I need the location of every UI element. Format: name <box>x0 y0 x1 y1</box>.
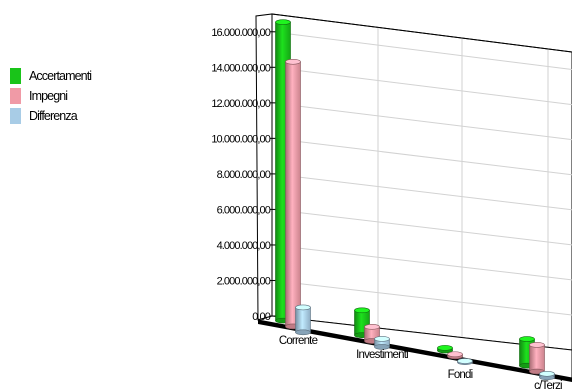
bar-differenza-corrente <box>295 304 311 336</box>
gridline-horizontal <box>271 31 572 71</box>
bar-accertamenti-fondi <box>437 345 453 354</box>
gridline-horizontal <box>271 102 572 141</box>
y-tick-label: 8.000.000,00 <box>217 169 271 181</box>
x-category-label-c-terzi: c/Terzi <box>534 380 562 392</box>
y-tick-label: 4.000.000,00 <box>217 240 271 252</box>
gridline-horizontal <box>271 137 572 176</box>
y-tick-label: 16.000.000,00 <box>211 27 270 39</box>
legend: Accertamenti Impegni Differenza <box>10 66 92 126</box>
legend-item-impegni: Impegni <box>10 86 91 106</box>
x-category-label-fondi: Fondi <box>448 369 473 381</box>
x-category-label-corrente: Corrente <box>279 335 318 347</box>
legend-label-impegni: Impegni <box>29 89 68 103</box>
x-category-label-investimenti: Investimenti <box>356 349 408 361</box>
y-tick-label: 0,00 <box>252 311 271 323</box>
bar-series-group <box>275 19 555 381</box>
side-wall-plane <box>255 13 273 321</box>
y-axis-tick-labels: 0,00 2.000.000,00 4.000.000,00 6.000.000,00… <box>211 27 276 323</box>
back-wall-plane <box>271 13 572 351</box>
legend-label-differenza: Differenza <box>29 109 78 123</box>
bar-differenza-investimenti <box>374 336 390 350</box>
floor-front-edge <box>258 320 572 382</box>
bar-impegni-fondi <box>447 351 463 360</box>
gridline-horizontal <box>271 279 572 316</box>
y-tick-label: 12.000.000,00 <box>211 98 270 110</box>
y-tick-label: 2.000.000,00 <box>217 275 271 287</box>
gridline-horizontal <box>271 208 572 246</box>
legend-swatch-differenza <box>10 108 21 124</box>
bar-differenza-c-terzi <box>539 371 555 381</box>
legend-label-accertamenti: Accertamenti <box>29 69 92 83</box>
legend-swatch-impegni <box>10 88 21 104</box>
legend-item-accertamenti: Accertamenti <box>10 66 92 86</box>
bar-impegni-c-terzi <box>529 342 545 375</box>
y-tick-label: 14.000.000,00 <box>211 62 270 74</box>
legend-item-differenza: Differenza <box>10 106 91 126</box>
y-tick-label: 6.000.000,00 <box>217 204 271 216</box>
gridline-horizontal <box>271 173 572 211</box>
gridline-horizontal <box>271 244 572 281</box>
x-axis-category-labels: Corrente Investimenti Fondi c/Terzi <box>279 335 563 392</box>
chart-back-wall <box>255 13 572 351</box>
bar-impegni-corrente <box>285 58 301 330</box>
wall-top-edge <box>271 13 572 53</box>
gridline-horizontal <box>271 66 572 106</box>
bar-differenza-fondi <box>457 358 473 366</box>
y-tick-label: 10.000.000,00 <box>211 133 270 145</box>
legend-swatch-accertamenti <box>10 68 21 84</box>
